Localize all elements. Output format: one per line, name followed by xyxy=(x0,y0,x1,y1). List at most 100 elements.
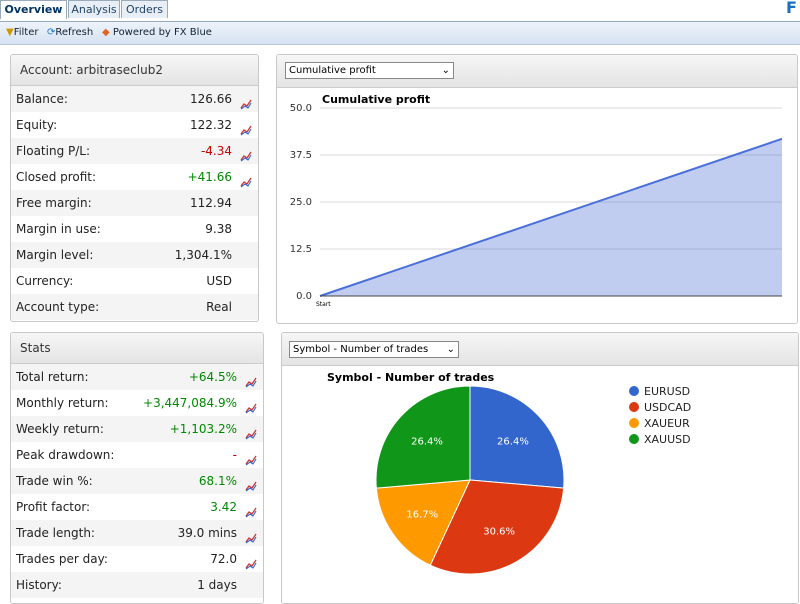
account-panel: Account: arbitraseclub2 Balance: 126.66 Eq… xyxy=(10,54,259,322)
rows: Balance: 126.66 Equity: 122.32 Floating P/L:… xyxy=(11,86,258,320)
x-tick-label: Start xyxy=(316,301,331,308)
row: Trades per day: 72.0 xyxy=(11,546,263,572)
row: Equity: 122.32 xyxy=(11,112,258,138)
chart-icon[interactable] xyxy=(245,376,257,388)
row-value: Real xyxy=(206,300,232,314)
chart-title: Symbol - Number of trades xyxy=(327,371,495,384)
row-label: Peak drawdown: xyxy=(16,448,115,462)
row-label: Trades per day: xyxy=(16,552,108,566)
tab[interactable]: Overview xyxy=(0,0,67,19)
row: Peak drawdown: - xyxy=(11,442,263,468)
row-value: 39.0 mins xyxy=(177,526,237,540)
row-value: USD xyxy=(206,274,232,288)
row: History: 1 days xyxy=(11,572,263,598)
chart-select[interactable]: Symbol - Number of trades ⌄ xyxy=(289,341,459,358)
row-value: 122.32 xyxy=(190,118,232,132)
icon-wrap[interactable] xyxy=(240,119,252,145)
row-label: Free margin: xyxy=(16,196,92,210)
row-label: Total return: xyxy=(16,370,89,384)
legend-swatch xyxy=(629,402,639,412)
chart-icon[interactable] xyxy=(240,150,252,162)
row-label: Trade win %: xyxy=(16,474,93,488)
row: Floating P/L: -4.34 xyxy=(11,138,258,164)
icon-wrap[interactable] xyxy=(245,501,257,527)
row: Weekly return: +1,103.2% xyxy=(11,416,263,442)
row: Trade win %: 68.1% xyxy=(11,468,263,494)
chart-icon[interactable] xyxy=(245,558,257,570)
row-value: -4.34 xyxy=(200,144,232,158)
legend-label: EURUSD xyxy=(644,385,690,398)
row-label: Margin in use: xyxy=(16,222,101,236)
slice-label: 16.7% xyxy=(406,509,438,520)
row-label: Monthly return: xyxy=(16,396,109,410)
row: Closed profit: +41.66 xyxy=(11,164,258,190)
chart-icon[interactable] xyxy=(240,124,252,136)
pie-slice xyxy=(375,385,471,489)
slice-label: 26.4% xyxy=(411,437,443,448)
row-value: 126.66 xyxy=(190,92,232,106)
slice-label: 26.4% xyxy=(497,437,529,448)
pie-slice xyxy=(375,479,471,566)
chart-icon[interactable] xyxy=(245,402,257,414)
icon-wrap[interactable] xyxy=(245,449,257,475)
legend-swatch xyxy=(629,418,639,428)
icon-wrap[interactable] xyxy=(245,553,257,579)
row-value: 3.42 xyxy=(210,500,237,514)
icon-wrap[interactable] xyxy=(245,527,257,553)
row-label: Currency: xyxy=(16,274,74,288)
row: Balance: 126.66 xyxy=(11,86,258,112)
chart-icon[interactable] xyxy=(245,506,257,518)
row: Account type: Real xyxy=(11,294,258,320)
chart-icon[interactable] xyxy=(245,428,257,440)
row: Trade length: 39.0 mins xyxy=(11,520,263,546)
row-label: Margin level: xyxy=(16,248,94,262)
row-label: Floating P/L: xyxy=(16,144,91,158)
row-value: 68.1% xyxy=(198,474,237,488)
row-label: Closed profit: xyxy=(16,170,97,184)
chart-icon[interactable] xyxy=(245,532,257,544)
stats-panel: Stats Total return: +64.5% Monthly return:… xyxy=(10,332,264,604)
pie-slice xyxy=(469,385,565,489)
row-value: 1 days xyxy=(197,578,237,592)
row-label: Profit factor: xyxy=(16,500,91,514)
y-tick-label: 0.0 xyxy=(296,291,312,302)
chart-title: Cumulative profit xyxy=(322,93,430,106)
y-tick-label: 25.0 xyxy=(290,197,312,208)
chart-select[interactable]: Cumulative profit ⌄ xyxy=(285,62,454,79)
label: Symbol - Number of trades xyxy=(293,344,429,355)
powered-link[interactable]: ◆ Powered by FX Blue xyxy=(102,27,212,38)
icon-wrap[interactable] xyxy=(245,371,257,397)
row: Free margin: 112.94 xyxy=(11,190,258,216)
row-label: Trade length: xyxy=(16,526,95,540)
legend-swatch xyxy=(629,434,639,444)
filter-button[interactable]: ▼Filter xyxy=(6,27,39,38)
tab[interactable]: Analysis xyxy=(68,0,120,18)
legend-swatch xyxy=(629,386,639,396)
icon-wrap[interactable] xyxy=(245,397,257,423)
icon-wrap[interactable] xyxy=(245,475,257,501)
chart-icon[interactable] xyxy=(240,98,252,110)
row: Margin level: 1,304.1% xyxy=(11,242,258,268)
refresh-button[interactable]: ⟳Refresh xyxy=(47,27,94,38)
label: Refresh xyxy=(55,27,94,38)
row-value: +64.5% xyxy=(188,370,237,384)
chart-icon[interactable] xyxy=(240,176,252,188)
icon-wrap[interactable] xyxy=(240,93,252,119)
rows: Total return: +64.5% Monthly return: +3,447… xyxy=(11,364,263,598)
row-label: Equity: xyxy=(16,118,58,132)
icon-wrap[interactable] xyxy=(240,145,252,171)
label: Cumulative profit xyxy=(289,65,376,76)
row-label: History: xyxy=(16,578,62,592)
chart-icon[interactable] xyxy=(245,480,257,492)
row-value: +41.66 xyxy=(187,170,232,184)
icon-wrap[interactable] xyxy=(245,423,257,449)
icon-wrap[interactable] xyxy=(240,171,252,197)
row-label: Balance: xyxy=(16,92,68,106)
tab[interactable]: Orders xyxy=(121,0,168,18)
legend-label: USDCAD xyxy=(644,401,691,414)
y-tick-label: 37.5 xyxy=(290,150,312,161)
chart-icon[interactable] xyxy=(245,454,257,466)
row-value: 112.94 xyxy=(190,196,232,210)
legend-label: XAUEUR xyxy=(644,417,690,430)
